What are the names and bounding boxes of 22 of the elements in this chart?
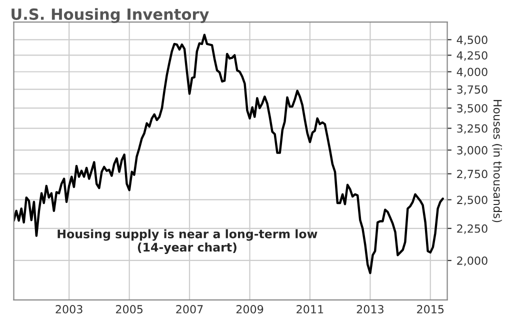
y-tick-label: 3,750 <box>457 85 488 95</box>
y-tick-label: 2,500 <box>457 196 488 206</box>
x-tick-label: 2005 <box>116 305 143 314</box>
y-tick-label: 3,000 <box>457 146 488 156</box>
x-tick-label: 2003 <box>56 305 82 314</box>
chart-title: U.S. Housing Inventory <box>12 8 209 24</box>
y-tick-label: 3,250 <box>457 124 488 134</box>
x-tick-label: 2011 <box>296 305 324 314</box>
x-tick-label: 2009 <box>236 305 264 314</box>
y-tick-label: 4,250 <box>456 51 488 61</box>
y-axis-title: Houses (in thousands) <box>492 100 502 222</box>
x-tick-label: 2013 <box>356 305 384 314</box>
line-series <box>14 34 444 274</box>
y-tick-label: 4,500 <box>456 36 488 46</box>
y-tick-label: 2,000 <box>457 256 488 266</box>
x-tick-label: 2007 <box>176 305 203 314</box>
y-tick-label: 4,000 <box>456 68 488 78</box>
y-tick-label: 2,250 <box>457 224 488 234</box>
y-tick-label: 2,750 <box>457 170 488 180</box>
y-tick-label: 3,500 <box>457 104 488 114</box>
annotation: Housing supply is near a long-term low (14-year chart) <box>58 229 318 254</box>
x-tick-label: 2015 <box>417 305 444 314</box>
